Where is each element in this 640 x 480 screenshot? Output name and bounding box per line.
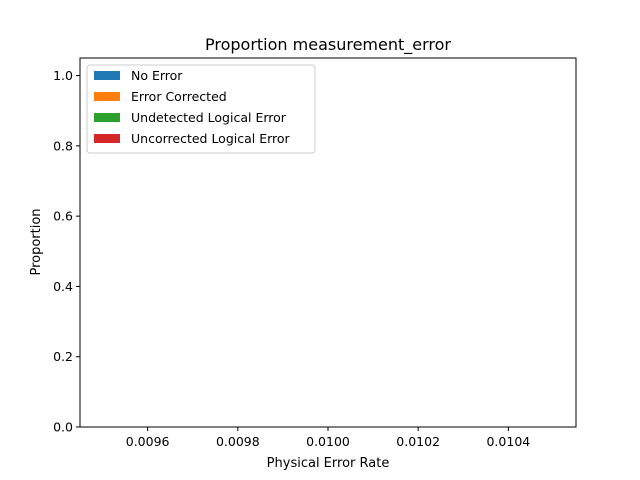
y-axis: 0.0 0.2 0.4 0.6 0.8 1.0: [53, 68, 80, 435]
y-tick-label: 0.8: [53, 138, 73, 153]
y-tick-label: 0.0: [53, 420, 73, 435]
chart-title: Proportion measurement_error: [205, 35, 451, 55]
x-axis-label: Physical Error Rate: [267, 456, 390, 471]
legend-swatch: [94, 92, 120, 101]
legend: No Error Error Corrected Undetected Logica…: [86, 64, 316, 154]
x-tick-label: 0.0104: [486, 434, 530, 449]
legend-swatch: [94, 71, 120, 80]
x-axis: 0.0096 0.0098 0.0100 0.0102 0.0104: [126, 427, 530, 449]
x-tick-label: 0.0102: [396, 434, 440, 449]
legend-swatch: [94, 134, 120, 143]
legend-label: Uncorrected Logical Error: [131, 131, 291, 146]
y-tick-label: 0.4: [53, 279, 73, 294]
legend-label: No Error: [131, 68, 183, 83]
x-tick-label: 0.0100: [306, 434, 350, 449]
x-tick-label: 0.0096: [126, 434, 170, 449]
legend-label: Undetected Logical Error: [131, 110, 287, 125]
y-tick-label: 0.2: [53, 349, 73, 364]
y-tick-label: 0.6: [53, 209, 73, 224]
legend-label: Error Corrected: [131, 89, 227, 104]
y-axis-label: Proportion: [29, 208, 44, 275]
x-tick-label: 0.0098: [216, 434, 260, 449]
legend-box: [86, 64, 316, 154]
y-tick-label: 1.0: [53, 68, 73, 83]
legend-swatch: [94, 113, 120, 122]
